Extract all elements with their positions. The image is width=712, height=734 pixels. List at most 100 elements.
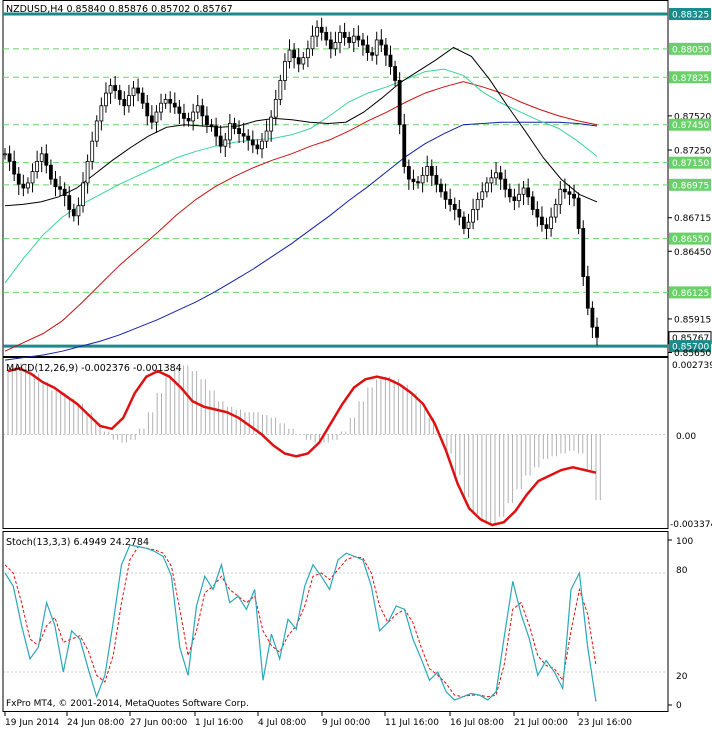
candle-body [195, 105, 200, 113]
candle-body [99, 105, 104, 122]
candle-body [269, 116, 274, 132]
candle-body [292, 49, 297, 59]
candle-body [177, 106, 182, 114]
candle-body [576, 197, 581, 229]
candle-body [365, 44, 370, 54]
candle-body [191, 111, 196, 122]
candle-body [315, 26, 319, 37]
time-axis-label: 11 Jul 16:00 [385, 718, 439, 728]
candle-body [260, 140, 264, 150]
candle-body [232, 123, 237, 129]
price-tag-label: 0.87150 [672, 159, 709, 169]
time-axis-label: 1 Jul 16:00 [195, 718, 244, 728]
time-axis-label: 16 Jul 08:00 [450, 718, 504, 728]
candle-body [90, 140, 95, 162]
price-axis-label: 0.86715 [674, 214, 711, 224]
price-tag-label: 0.88050 [672, 45, 709, 55]
candle-body [255, 144, 260, 150]
candle-body [429, 166, 434, 176]
price-tag [669, 286, 711, 299]
time-axis-label: 23 Jul 16:00 [578, 718, 632, 728]
candle-body [489, 177, 494, 184]
stoch-panel-frame [2, 531, 669, 712]
macd-scale-zero: 0.00 [676, 432, 696, 442]
price-tag [669, 42, 711, 55]
candle-body [30, 171, 35, 184]
candle-body [250, 139, 255, 146]
stoch-panel [3, 539, 672, 706]
stoch-level-20: 20 [676, 672, 688, 682]
macd-signal-line [7, 366, 597, 527]
macd-label: MACD(12,26,9) -0.002376 -0.001384 [6, 363, 182, 374]
candle-body [457, 209, 462, 218]
candle-body [287, 49, 292, 62]
price-axis-label: 0.85915 [674, 315, 711, 325]
candle-body [44, 153, 49, 166]
candle-body [521, 187, 526, 195]
candle-body [420, 174, 425, 184]
candle-body [237, 128, 241, 134]
candle-body [223, 139, 228, 147]
candle-body [452, 204, 457, 210]
candle-body [71, 209, 76, 217]
stoch-main-line [4, 544, 597, 702]
candle-body [347, 37, 352, 43]
candle-body [351, 35, 356, 43]
candle-body [182, 112, 186, 119]
candle-body [76, 205, 81, 217]
candle-body [81, 182, 85, 207]
price-tag-label: 0.85767 [672, 334, 709, 344]
candle-body [136, 87, 140, 94]
price-tag [669, 156, 711, 169]
candle-body [127, 95, 131, 107]
candle-body [218, 135, 223, 147]
candle-body [393, 66, 397, 81]
candle-body [48, 164, 53, 180]
candle-body [67, 195, 72, 210]
candle-body [39, 153, 44, 162]
price-panel [3, 12, 668, 361]
time-axis-label: 9 Jul 00:00 [322, 718, 371, 728]
price-tag-label: 0.86550 [672, 235, 709, 245]
candle-body [214, 125, 219, 137]
copyright-text: FxPro MT4, © 2001-2014, MetaQuotes Softw… [6, 699, 249, 709]
candle-body [273, 99, 278, 118]
candle-body [328, 39, 333, 50]
candle-body [462, 216, 466, 229]
candle-body [388, 54, 393, 67]
candle-body [264, 130, 269, 142]
candle-body [246, 135, 251, 141]
candle-body [512, 196, 517, 202]
candle-body [131, 87, 136, 97]
candle-body [448, 198, 453, 205]
candle-body [108, 85, 113, 94]
price-axis-label: 0.85650 [674, 349, 711, 359]
candle-body [397, 80, 402, 126]
candle-body [585, 276, 590, 309]
price-tag-label: 0.87450 [672, 121, 709, 131]
candle-body [145, 102, 150, 117]
candle-body [21, 183, 26, 189]
candle-body [402, 124, 407, 167]
candle-body [383, 44, 388, 56]
candle-body [540, 216, 544, 226]
price-tag [669, 71, 711, 84]
candle-body [517, 193, 521, 202]
candle-body [310, 35, 315, 50]
candle-body [484, 182, 489, 193]
candle-body [163, 99, 168, 104]
candle-body [562, 188, 567, 193]
candle-body [85, 161, 90, 184]
candle-body [567, 191, 572, 195]
candle-body [35, 161, 40, 172]
time-axis-label: 21 Jul 00:00 [514, 718, 568, 728]
candle-body [149, 115, 154, 123]
candle-body [53, 178, 58, 188]
price-tag [669, 178, 711, 191]
candle-body [7, 153, 12, 162]
candle-body [370, 52, 375, 56]
candle-body [498, 172, 503, 180]
candle-body [301, 57, 306, 65]
